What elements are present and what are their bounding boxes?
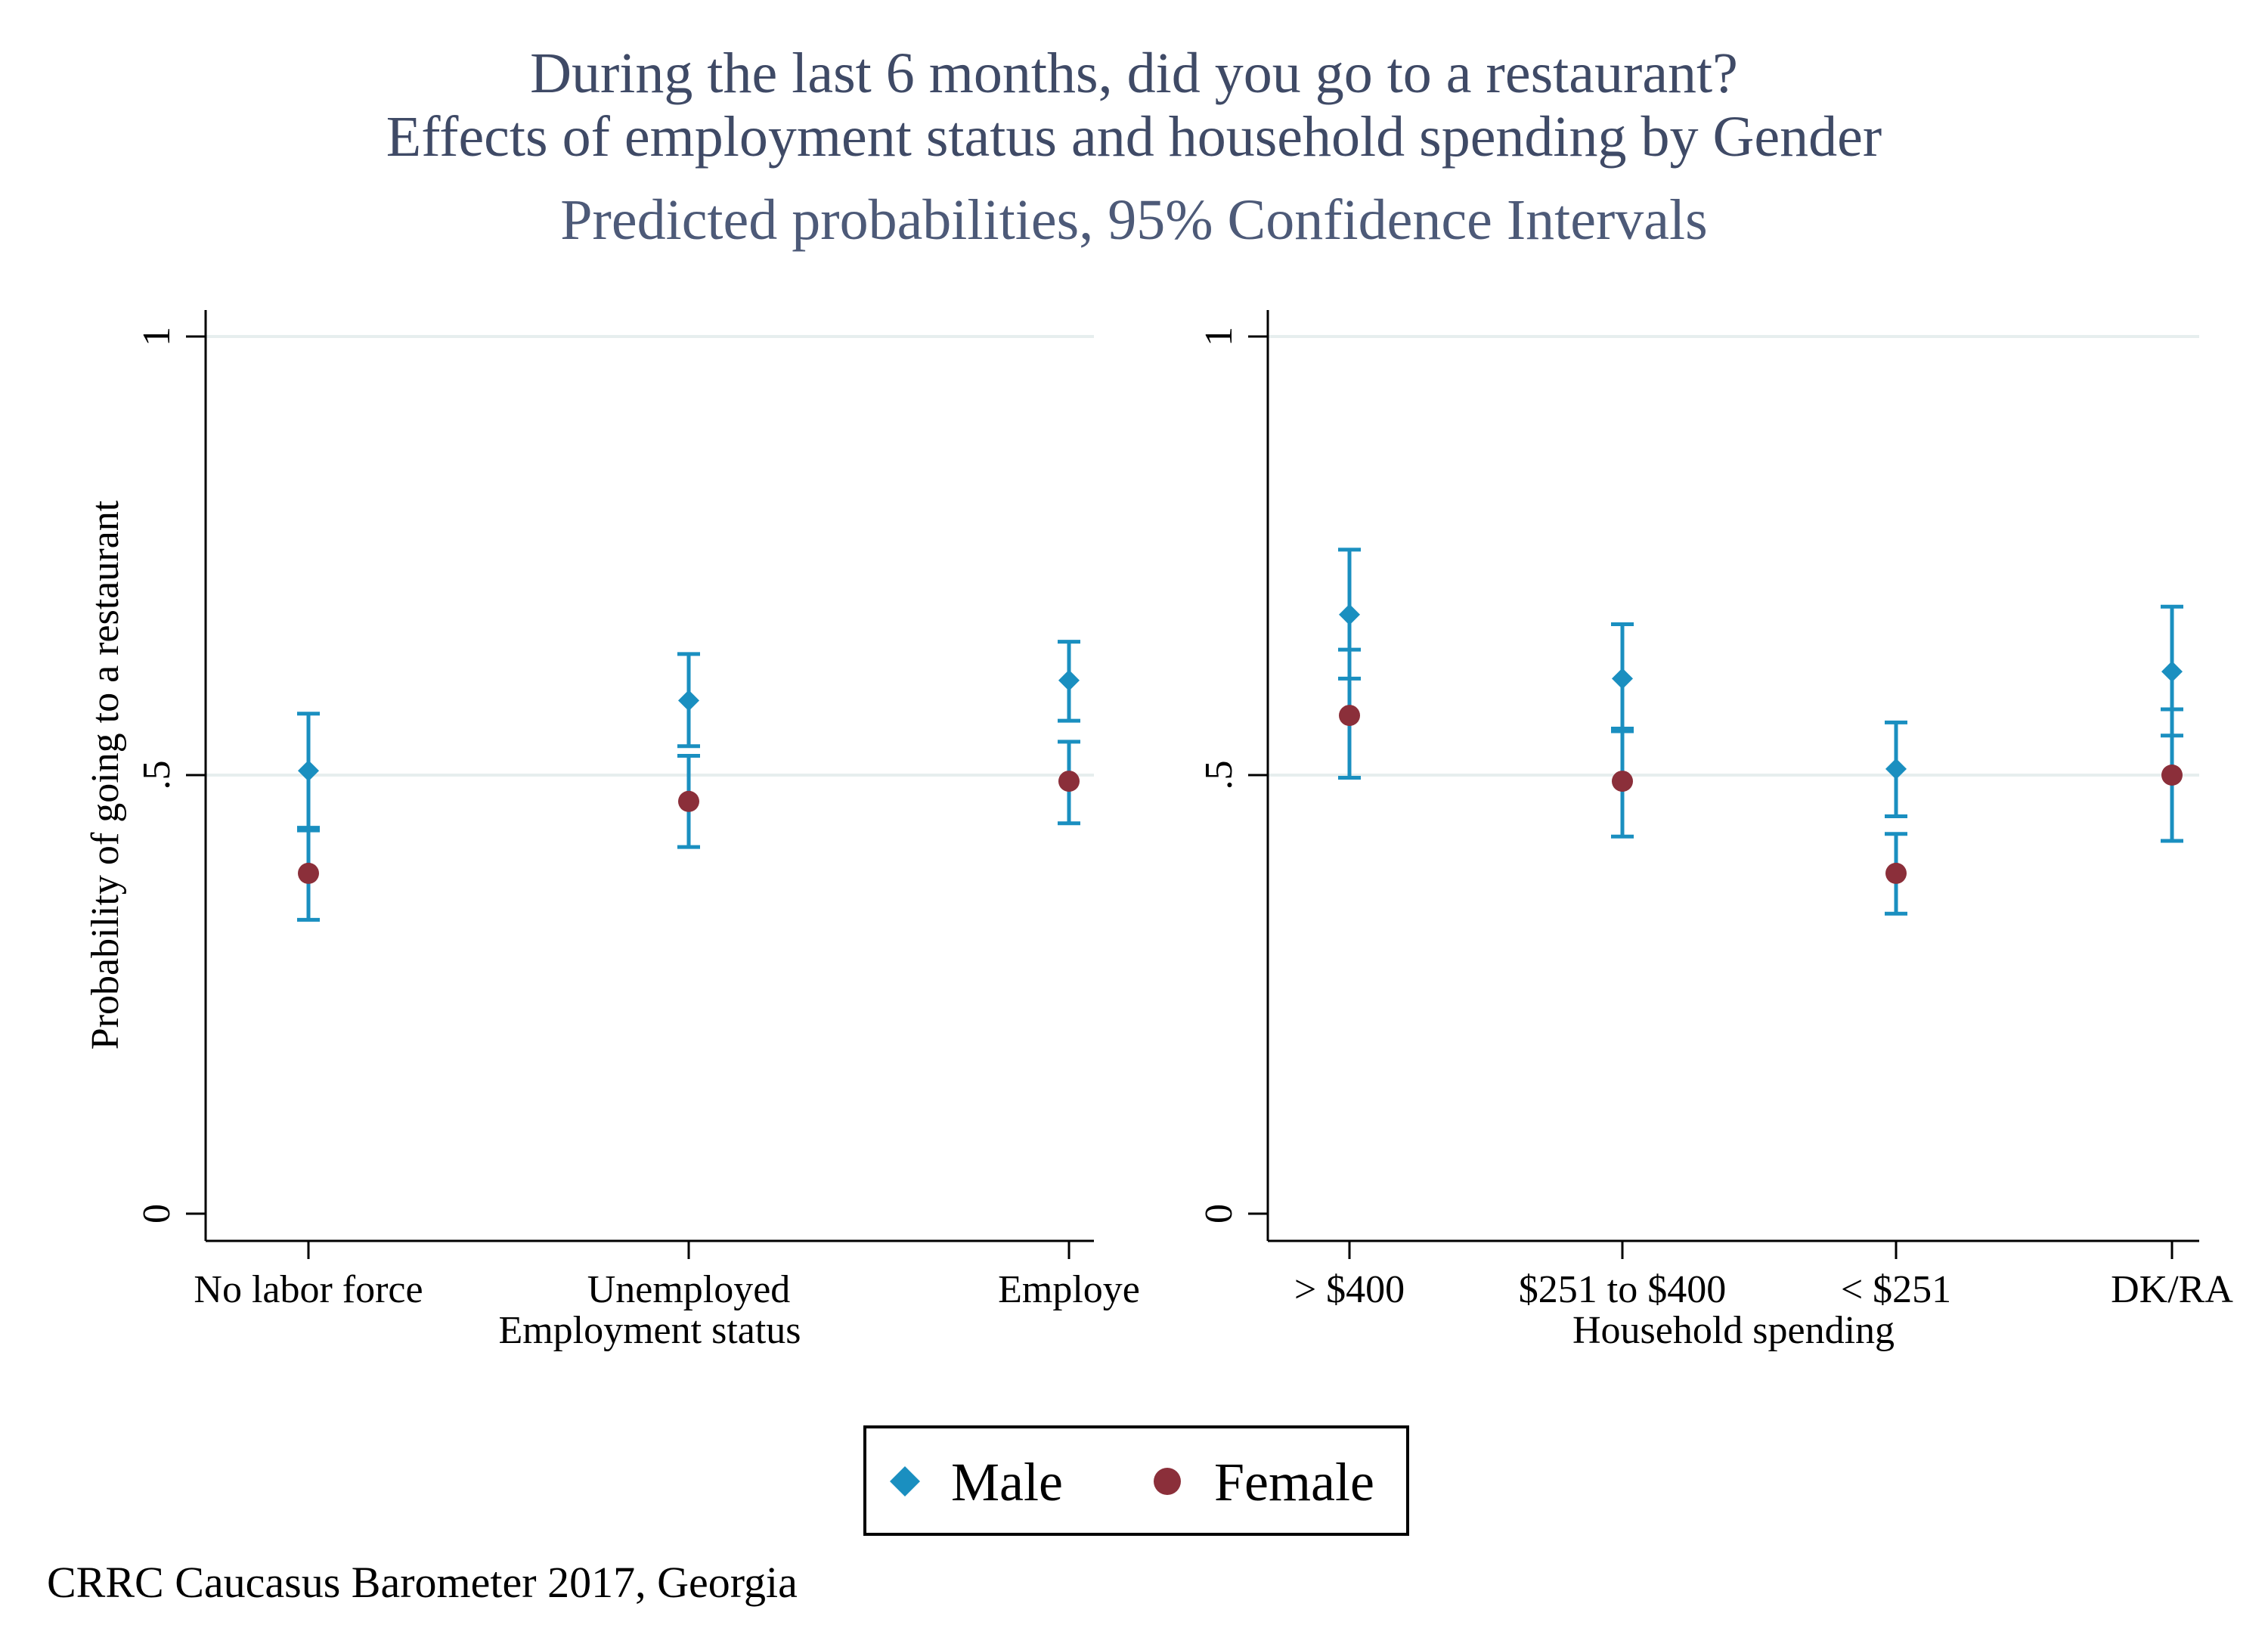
legend-male-marker bbox=[890, 1466, 920, 1496]
left-female-point-1 bbox=[678, 790, 699, 812]
right-male-point-1 bbox=[1612, 668, 1633, 690]
legend-female-marker bbox=[1154, 1468, 1181, 1495]
right-x-tick-label-1: $251 to $400 bbox=[1519, 1268, 1726, 1311]
left-y-tick-label-0: 0 bbox=[135, 1204, 178, 1224]
right-female-point-0 bbox=[1339, 705, 1360, 727]
right-female-point-3 bbox=[2161, 765, 2183, 786]
source-note: CRRC Caucasus Barometer 2017, Georgia bbox=[47, 1558, 798, 1607]
left-panel: 0 .5 1 No labor force Unemployed Employe Emplo… bbox=[84, 310, 1140, 1352]
right-female-point-1 bbox=[1612, 771, 1633, 792]
left-male-point-2 bbox=[1058, 669, 1080, 691]
left-x-tick-label-2: Employe bbox=[998, 1268, 1140, 1311]
left-x-axis-title: Employment status bbox=[498, 1309, 801, 1352]
left-female-point-2 bbox=[1058, 771, 1080, 792]
chart-title: During the last 6 months, did you go to … bbox=[530, 42, 1738, 105]
left-y-tick-label-1: .5 bbox=[135, 761, 178, 790]
right-panel: 0 .5 1 > $400 $251 to $400 < $251 DK/RA Househo… bbox=[1198, 310, 2233, 1352]
legend: Male Female bbox=[863, 1425, 1409, 1536]
left-y-axis-title: Probability of going to a restaurant bbox=[84, 500, 127, 1050]
chart-title-line2: Effects of employment status and househo… bbox=[386, 105, 1882, 169]
right-y-tick-label-2: 1 bbox=[1198, 327, 1241, 346]
left-x-tick-label-0: No labor force bbox=[194, 1268, 423, 1311]
right-female-point-2 bbox=[1885, 862, 1907, 884]
right-x-tick-label-2: < $251 bbox=[1841, 1268, 1951, 1311]
left-male-point-1 bbox=[678, 690, 699, 712]
left-x-tick-label-1: Unemployed bbox=[587, 1268, 791, 1311]
legend-box bbox=[863, 1425, 1409, 1536]
right-male-point-0 bbox=[1339, 603, 1360, 625]
chart-subtitle: Predicted probabilities, 95% Confidence … bbox=[560, 188, 1707, 252]
right-y-tick-label-0: 0 bbox=[1198, 1204, 1241, 1224]
legend-male-label: Male bbox=[951, 1452, 1063, 1512]
right-x-tick-label-3: DK/RA bbox=[2111, 1268, 2233, 1311]
right-x-tick-label-0: > $400 bbox=[1294, 1268, 1405, 1311]
right-y-tick-label-1: .5 bbox=[1198, 761, 1241, 790]
left-y-tick-label-2: 1 bbox=[135, 327, 178, 346]
left-female-point-0 bbox=[298, 862, 319, 884]
left-male-point-0 bbox=[298, 760, 319, 782]
right-male-point-2 bbox=[1885, 758, 1907, 780]
legend-female-label: Female bbox=[1214, 1452, 1374, 1512]
right-male-point-3 bbox=[2161, 661, 2183, 683]
right-x-axis-title: Household spending bbox=[1572, 1309, 1895, 1352]
